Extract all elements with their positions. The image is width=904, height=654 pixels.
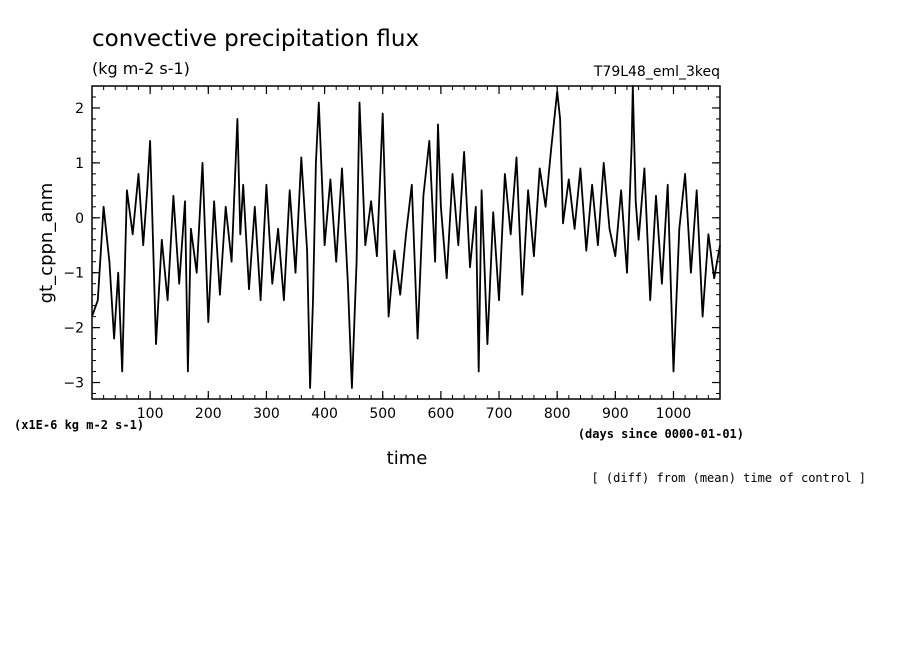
x-tick-label: 1000: [656, 406, 692, 422]
x-tick-label: 100: [137, 406, 164, 422]
footnote: [ (diff) from (mean) time of control ]: [591, 471, 866, 485]
y-tick-label: 0: [75, 211, 84, 227]
x-tick-label: 500: [369, 406, 396, 422]
x-tick-label: 800: [544, 406, 571, 422]
x-tick-label: 400: [311, 406, 338, 422]
x-tick-label: 300: [253, 406, 280, 422]
x-axis-label: time: [387, 448, 428, 469]
x-tick-label: 600: [428, 406, 455, 422]
x-units-note: (days since 0000-01-01): [578, 427, 744, 441]
y-tick-label: 1: [75, 156, 84, 172]
y-tick-label: −1: [63, 266, 84, 282]
series-layer: [91, 85, 721, 389]
x-tick-label: 200: [195, 406, 222, 422]
y-tick-label: 2: [75, 101, 84, 117]
y-tick-label: −2: [63, 321, 84, 337]
series-line: [91, 85, 721, 389]
run-label: T79L48_eml_3keq: [593, 64, 720, 80]
plot-frame: [91, 85, 721, 400]
chart-units: (kg m-2 s-1): [92, 59, 190, 78]
x-tick-label: 900: [602, 406, 629, 422]
y-axis-label: gt_cppn_anm: [36, 183, 57, 304]
y-scale-note: (x1E-6 kg m-2 s-1): [14, 418, 144, 432]
axis-tick-labels: 100 200 300 400 500 600 700 800 900 1000 −3 −2 −1 0 1 2: [63, 101, 691, 422]
y-tick-label: −3: [63, 376, 84, 392]
x-tick-label: 700: [486, 406, 513, 422]
chart-title: convective precipitation flux: [92, 26, 419, 52]
